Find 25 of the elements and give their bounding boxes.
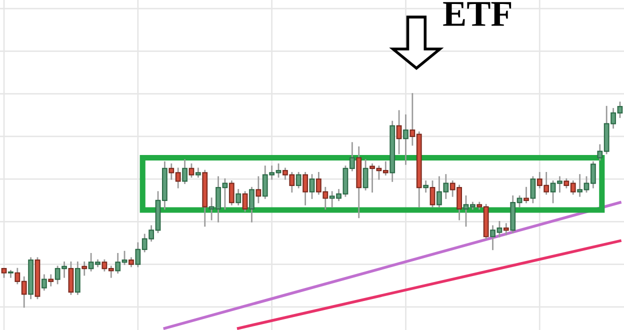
candlestick (74, 262, 80, 295)
candlestick (48, 274, 54, 286)
candlestick (182, 159, 188, 184)
candlestick (188, 163, 194, 178)
candlestick (228, 180, 234, 206)
candlestick (82, 262, 88, 276)
candlestick (503, 223, 509, 236)
candlestick (249, 186, 254, 222)
candlestick (309, 174, 315, 199)
candlestick (524, 186, 529, 204)
candlestick (396, 110, 402, 154)
candlestick (8, 270, 14, 278)
candlestick (296, 172, 302, 188)
candlestick (236, 189, 242, 206)
candlestick (362, 159, 368, 190)
candlestick (256, 176, 262, 204)
candlestick (423, 180, 429, 193)
candlestick (68, 262, 74, 295)
candlestick (41, 274, 47, 291)
candlestick (403, 114, 408, 165)
candlestick (242, 191, 248, 212)
candlestick (430, 180, 436, 208)
candlestick (302, 172, 308, 206)
text: ETF (443, 2, 512, 26)
candlestick (530, 176, 536, 204)
